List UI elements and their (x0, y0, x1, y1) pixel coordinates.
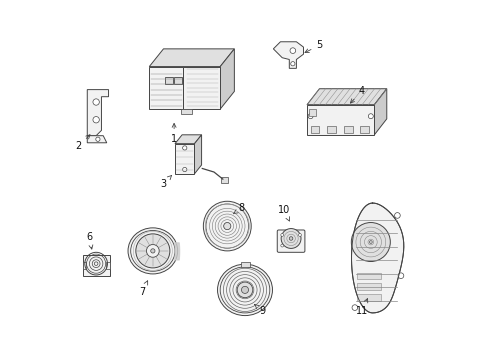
FancyBboxPatch shape (327, 126, 336, 133)
Circle shape (369, 240, 372, 243)
Circle shape (96, 137, 100, 141)
Text: 2: 2 (75, 135, 90, 151)
Text: 5: 5 (305, 40, 322, 53)
FancyBboxPatch shape (175, 144, 195, 174)
FancyBboxPatch shape (149, 67, 183, 109)
Ellipse shape (218, 264, 272, 316)
Circle shape (93, 99, 99, 105)
Polygon shape (220, 49, 234, 109)
Circle shape (151, 249, 155, 253)
FancyBboxPatch shape (183, 67, 220, 109)
Circle shape (368, 114, 373, 119)
Circle shape (289, 237, 293, 240)
FancyBboxPatch shape (165, 77, 173, 84)
Ellipse shape (203, 201, 251, 251)
Circle shape (352, 305, 358, 310)
Circle shape (398, 273, 404, 279)
Circle shape (351, 222, 391, 261)
FancyBboxPatch shape (307, 105, 374, 135)
Polygon shape (149, 49, 234, 67)
Circle shape (298, 234, 301, 237)
FancyBboxPatch shape (221, 177, 228, 183)
FancyBboxPatch shape (174, 77, 182, 84)
Circle shape (147, 244, 159, 257)
Polygon shape (195, 135, 201, 174)
Polygon shape (87, 90, 109, 136)
Circle shape (281, 244, 284, 247)
Polygon shape (307, 89, 387, 105)
Circle shape (281, 229, 301, 248)
Polygon shape (273, 42, 303, 68)
Circle shape (136, 234, 170, 268)
Circle shape (291, 62, 295, 66)
Circle shape (308, 114, 313, 119)
Polygon shape (351, 203, 404, 313)
FancyBboxPatch shape (357, 283, 381, 290)
Polygon shape (175, 135, 201, 144)
FancyBboxPatch shape (343, 126, 352, 133)
Ellipse shape (220, 267, 270, 313)
Text: 8: 8 (233, 203, 245, 214)
FancyBboxPatch shape (242, 261, 250, 267)
Circle shape (224, 222, 231, 230)
Ellipse shape (128, 228, 178, 274)
FancyBboxPatch shape (357, 273, 381, 279)
Text: 4: 4 (350, 86, 365, 103)
Circle shape (93, 117, 99, 123)
Text: 1: 1 (171, 123, 177, 144)
FancyBboxPatch shape (360, 126, 369, 133)
Circle shape (281, 234, 284, 237)
Circle shape (290, 48, 295, 54)
FancyBboxPatch shape (83, 261, 86, 269)
FancyBboxPatch shape (309, 109, 316, 116)
Text: 3: 3 (160, 175, 172, 189)
FancyBboxPatch shape (311, 126, 319, 133)
Text: 11: 11 (356, 298, 368, 316)
Circle shape (242, 286, 248, 293)
Circle shape (183, 146, 187, 150)
FancyBboxPatch shape (357, 294, 381, 301)
Circle shape (183, 167, 187, 172)
Circle shape (237, 282, 253, 298)
Circle shape (394, 213, 400, 218)
Polygon shape (374, 89, 387, 135)
FancyBboxPatch shape (83, 255, 110, 276)
FancyBboxPatch shape (277, 230, 305, 252)
FancyBboxPatch shape (181, 109, 192, 114)
Text: 10: 10 (278, 205, 290, 221)
FancyBboxPatch shape (106, 261, 110, 269)
Text: 9: 9 (255, 305, 266, 316)
Text: 7: 7 (139, 281, 147, 297)
Polygon shape (87, 136, 107, 143)
Text: 6: 6 (86, 232, 93, 249)
